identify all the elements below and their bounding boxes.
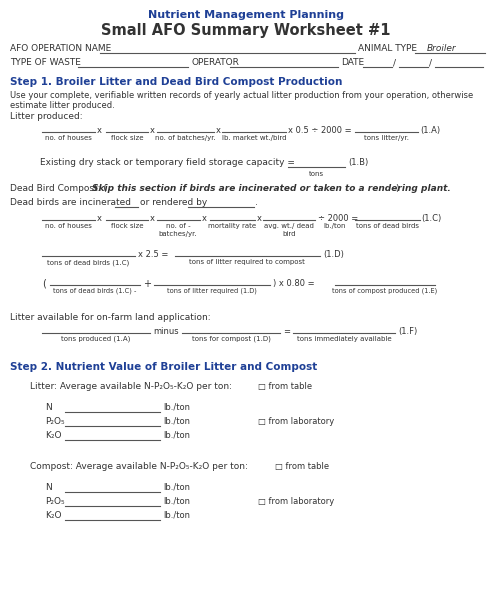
Text: x: x <box>257 214 262 223</box>
Text: Step 2. Nutrient Value of Broiler Litter and Compost: Step 2. Nutrient Value of Broiler Litter… <box>10 362 317 372</box>
Text: no. of houses: no. of houses <box>44 135 91 141</box>
Text: tons of litter required (1.D): tons of litter required (1.D) <box>167 288 257 295</box>
Text: lb./ton: lb./ton <box>163 497 190 506</box>
Text: (1.A): (1.A) <box>420 126 440 135</box>
Text: lb./ton: lb./ton <box>163 483 190 492</box>
Text: (: ( <box>42 279 46 289</box>
Text: x: x <box>216 126 221 135</box>
Text: Step 1. Broiler Litter and Dead Bird Compost Production: Step 1. Broiler Litter and Dead Bird Com… <box>10 77 342 87</box>
Text: P₂O₅: P₂O₅ <box>45 497 65 506</box>
Text: lb./ton: lb./ton <box>163 417 190 426</box>
Text: ÷ 2000 =: ÷ 2000 = <box>318 214 358 223</box>
Text: Litter: Average available N-P₂O₅-K₂O per ton:: Litter: Average available N-P₂O₅-K₂O per… <box>30 382 232 391</box>
Text: lb. market wt./bird: lb. market wt./bird <box>222 135 286 141</box>
Text: DATE: DATE <box>341 58 364 67</box>
Text: (1.B): (1.B) <box>348 158 368 167</box>
Text: Broiler: Broiler <box>427 44 457 53</box>
Text: tons of dead birds (1.C) -: tons of dead birds (1.C) - <box>53 288 137 295</box>
Text: batches/yr.: batches/yr. <box>159 231 197 237</box>
Text: minus: minus <box>153 327 178 336</box>
Text: =: = <box>283 327 290 336</box>
Text: tons of dead birds (1.C): tons of dead birds (1.C) <box>47 259 129 265</box>
Text: flock size: flock size <box>111 135 143 141</box>
Text: no. of -: no. of - <box>166 223 190 229</box>
Text: tons of dead birds: tons of dead birds <box>355 223 419 229</box>
Text: or rendered by: or rendered by <box>140 198 207 207</box>
Text: tons: tons <box>309 171 323 177</box>
Text: (1.C): (1.C) <box>421 214 441 223</box>
Text: x: x <box>97 214 102 223</box>
Text: +: + <box>143 279 151 289</box>
Text: tons litter/yr.: tons litter/yr. <box>363 135 409 141</box>
Text: .: . <box>255 198 258 207</box>
Text: (1.F): (1.F) <box>398 327 417 336</box>
Text: □ from laboratory: □ from laboratory <box>258 497 334 506</box>
Text: P₂O₅: P₂O₅ <box>45 417 65 426</box>
Text: Dead birds are incinerated: Dead birds are incinerated <box>10 198 131 207</box>
Text: lb./ton: lb./ton <box>163 431 190 440</box>
Text: Use your complete, verifiable written records of yearly actual litter production: Use your complete, verifiable written re… <box>10 91 473 100</box>
Text: bird: bird <box>282 231 296 237</box>
Text: tons immediately available: tons immediately available <box>297 336 391 342</box>
Text: x: x <box>202 214 207 223</box>
Text: Small AFO Summary Worksheet #1: Small AFO Summary Worksheet #1 <box>101 23 391 38</box>
Text: TYPE OF WASTE: TYPE OF WASTE <box>10 58 81 67</box>
Text: estimate litter produced.: estimate litter produced. <box>10 101 115 110</box>
Text: OPERATOR: OPERATOR <box>191 58 239 67</box>
Text: Litter produced:: Litter produced: <box>10 112 83 121</box>
Text: no. of batches/yr.: no. of batches/yr. <box>155 135 215 141</box>
Text: /: / <box>393 58 396 67</box>
Text: N: N <box>45 403 52 412</box>
Text: tons produced (1.A): tons produced (1.A) <box>61 336 131 343</box>
Text: K₂O: K₂O <box>45 511 62 520</box>
Text: mortality rate: mortality rate <box>208 223 256 229</box>
Text: ) x 0.80 =: ) x 0.80 = <box>273 279 315 288</box>
Text: AFO OPERATION NAME: AFO OPERATION NAME <box>10 44 111 53</box>
Text: ANIMAL TYPE: ANIMAL TYPE <box>358 44 417 53</box>
Text: tons for compost (1.D): tons for compost (1.D) <box>192 336 271 343</box>
Text: Dead Bird Compost: (: Dead Bird Compost: ( <box>10 184 107 193</box>
Text: no. of houses: no. of houses <box>44 223 91 229</box>
Text: N: N <box>45 483 52 492</box>
Text: tons of litter required to compost: tons of litter required to compost <box>189 259 305 265</box>
Text: Existing dry stack or temporary field storage capacity =: Existing dry stack or temporary field st… <box>40 158 295 167</box>
Text: (1.D): (1.D) <box>323 250 344 259</box>
Text: □ from laboratory: □ from laboratory <box>258 417 334 426</box>
Text: Skip this section if birds are incinerated or taken to a rendering plant.: Skip this section if birds are incinerat… <box>92 184 451 193</box>
Text: Compost: Average available N-P₂O₅-K₂O per ton:: Compost: Average available N-P₂O₅-K₂O pe… <box>30 462 248 471</box>
Text: Litter available for on-farm land application:: Litter available for on-farm land applic… <box>10 313 211 322</box>
Text: □ from table: □ from table <box>275 462 329 471</box>
Text: x 0.5 ÷ 2000 =: x 0.5 ÷ 2000 = <box>288 126 352 135</box>
Text: /: / <box>429 58 432 67</box>
Text: x: x <box>150 126 155 135</box>
Text: K₂O: K₂O <box>45 431 62 440</box>
Text: flock size: flock size <box>111 223 143 229</box>
Text: lb./ton: lb./ton <box>163 511 190 520</box>
Text: □ from table: □ from table <box>258 382 312 391</box>
Text: ): ) <box>395 184 398 193</box>
Text: lb./ton: lb./ton <box>324 223 346 229</box>
Text: avg. wt./ dead: avg. wt./ dead <box>264 223 314 229</box>
Text: x 2.5 =: x 2.5 = <box>138 250 169 259</box>
Text: x: x <box>150 214 155 223</box>
Text: tons of compost produced (1.E): tons of compost produced (1.E) <box>332 288 438 295</box>
Text: lb./ton: lb./ton <box>163 403 190 412</box>
Text: Nutrient Management Planning: Nutrient Management Planning <box>148 10 344 20</box>
Text: x: x <box>97 126 102 135</box>
